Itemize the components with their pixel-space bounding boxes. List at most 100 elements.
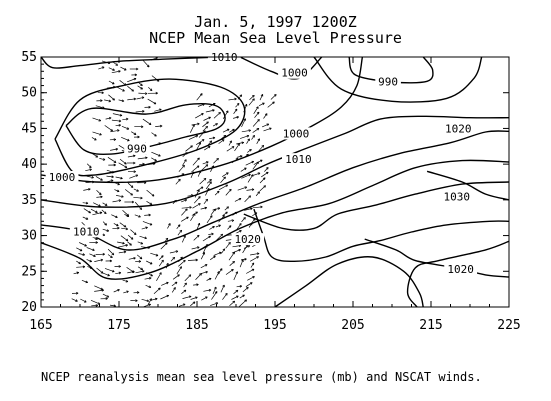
wind-vector — [144, 105, 151, 109]
wind-vector — [258, 102, 265, 107]
wind-vector — [191, 122, 200, 126]
x-tick-label: 165 — [29, 318, 52, 333]
wind-vector — [127, 170, 136, 174]
contour-label: 1000 — [49, 171, 76, 184]
wind-vector — [91, 137, 97, 141]
wind-vector — [95, 176, 103, 181]
wind-vector — [205, 181, 212, 190]
wind-vector — [123, 290, 129, 294]
isobar-1020 — [41, 159, 509, 280]
isobar-1020 — [274, 256, 424, 307]
wind-vector — [102, 228, 110, 232]
y-tick-label: 25 — [21, 264, 37, 279]
wind-vector — [122, 279, 129, 283]
wind-vector — [102, 202, 108, 206]
contour-label: 1020 — [445, 122, 472, 135]
wind-vector — [154, 108, 162, 112]
wind-vector — [191, 165, 200, 173]
wind-vector — [97, 91, 104, 95]
wind-vector — [213, 111, 221, 119]
wind-vector — [105, 116, 112, 120]
wind-vector — [102, 293, 110, 298]
wind-vector — [218, 184, 228, 191]
wind-vector — [259, 185, 266, 192]
wind-vector — [216, 233, 224, 241]
wind-vector — [146, 189, 155, 197]
wind-vector — [270, 94, 277, 100]
wind-vector — [137, 85, 143, 90]
wind-vector — [199, 177, 207, 185]
wind-vector — [114, 265, 121, 268]
wind-vector — [145, 284, 152, 289]
wind-vector — [242, 286, 249, 293]
wind-vector — [227, 225, 232, 230]
wind-vector — [153, 287, 161, 294]
wind-vector — [116, 195, 124, 198]
wind-vector — [73, 271, 80, 275]
wind-vector — [246, 138, 250, 144]
wind-vector — [96, 190, 102, 196]
wind-vector — [126, 267, 135, 273]
wind-vector — [127, 97, 137, 101]
wind-vector — [211, 291, 218, 300]
wind-vector — [239, 259, 244, 268]
wind-vector — [92, 117, 102, 122]
wind-vector — [209, 136, 216, 140]
wind-vector — [193, 234, 200, 241]
wind-vector — [201, 164, 209, 171]
wind-vector — [203, 116, 211, 121]
wind-vector — [161, 281, 169, 286]
wind-vector — [209, 225, 215, 230]
wind-vector — [144, 213, 151, 217]
wind-vector — [95, 252, 105, 256]
isobar-1030 — [406, 240, 509, 307]
wind-vector — [96, 267, 104, 274]
wind-vector — [111, 119, 122, 123]
wind-vector — [224, 206, 229, 211]
wind-vector — [244, 207, 253, 211]
wind-vector — [209, 255, 216, 261]
wind-vector — [246, 188, 255, 191]
wind-vector — [90, 299, 101, 305]
wind-vector — [202, 125, 208, 132]
wind-vector — [239, 299, 247, 307]
y-tick-label: 40 — [21, 157, 37, 172]
wind-vector — [143, 303, 151, 307]
wind-vector — [198, 270, 208, 275]
wind-vector — [191, 211, 198, 216]
chart-caption: NCEP reanalysis mean sea level pressure … — [41, 370, 482, 384]
wind-vector — [85, 168, 92, 172]
wind-vector — [251, 134, 255, 140]
wind-vector — [146, 260, 153, 265]
x-tick-label: 195 — [263, 318, 286, 333]
wind-vector — [263, 113, 268, 119]
x-tick-label: 185 — [185, 318, 208, 333]
wind-vector — [142, 118, 152, 126]
wind-vector — [114, 189, 120, 193]
wind-vector — [243, 245, 251, 249]
contour-label: 1000 — [283, 127, 310, 140]
wind-vector — [235, 230, 242, 234]
wind-vector — [176, 224, 181, 230]
contour-label-bg — [444, 263, 478, 276]
wind-vector — [205, 109, 215, 113]
wind-vector — [222, 292, 228, 300]
isobar-1030 — [426, 170, 509, 201]
wind-vector — [112, 113, 123, 117]
wind-vector — [120, 66, 127, 71]
wind-vector — [78, 253, 85, 256]
isobar-1000 — [313, 57, 483, 103]
wind-vector — [213, 251, 222, 256]
wind-vector — [202, 235, 211, 242]
wind-vector — [93, 202, 101, 207]
wind-vector — [233, 271, 239, 281]
contour-label: 1010 — [285, 153, 312, 166]
wind-vector — [109, 138, 116, 141]
wind-vector — [214, 271, 220, 280]
wind-vector — [133, 291, 140, 294]
wind-vector — [193, 196, 201, 204]
wind-vector — [76, 265, 86, 269]
wind-vector — [248, 98, 255, 106]
wind-vector — [237, 186, 248, 191]
